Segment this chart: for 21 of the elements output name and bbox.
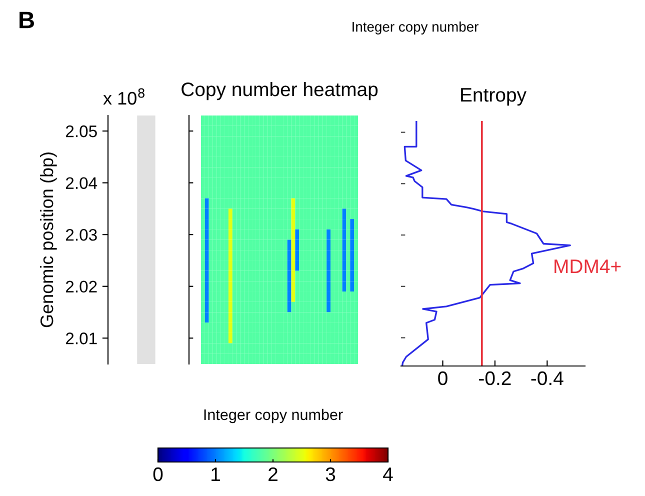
chart-title: Entropy — [461, 88, 526, 106]
color-bar-title: Integer copy number — [204, 408, 343, 424]
y-tick-label: 2.05 — [66, 125, 97, 138]
y-tick-label: 2.03 — [66, 228, 97, 241]
y-axis-title: Genomic position (bp) — [40, 152, 57, 328]
color-bar-label: 1 — [212, 468, 220, 481]
x-tick-label: 0 — [438, 371, 448, 386]
color-bar-label: 2 — [268, 467, 278, 481]
x-tick-label: -0.4 — [531, 371, 564, 386]
chart-title: Copy number heatmap — [182, 82, 378, 100]
text: Integer copy number — [352, 22, 478, 34]
y-tick-label: 2.01 — [66, 332, 97, 344]
y-tick-label: 2.04 — [66, 177, 98, 190]
text: x 10$^{8}$ — [103, 88, 144, 105]
color-bar-label: 4 — [383, 468, 393, 481]
color-bar-label: 0 — [153, 467, 163, 482]
annotation: MDM4+ — [554, 260, 621, 274]
color-bar-label: 3 — [326, 467, 336, 482]
y-tick-label: 2.02 — [66, 280, 97, 293]
x-tick-label: -0.2 — [479, 371, 511, 386]
text: B — [20, 12, 34, 28]
